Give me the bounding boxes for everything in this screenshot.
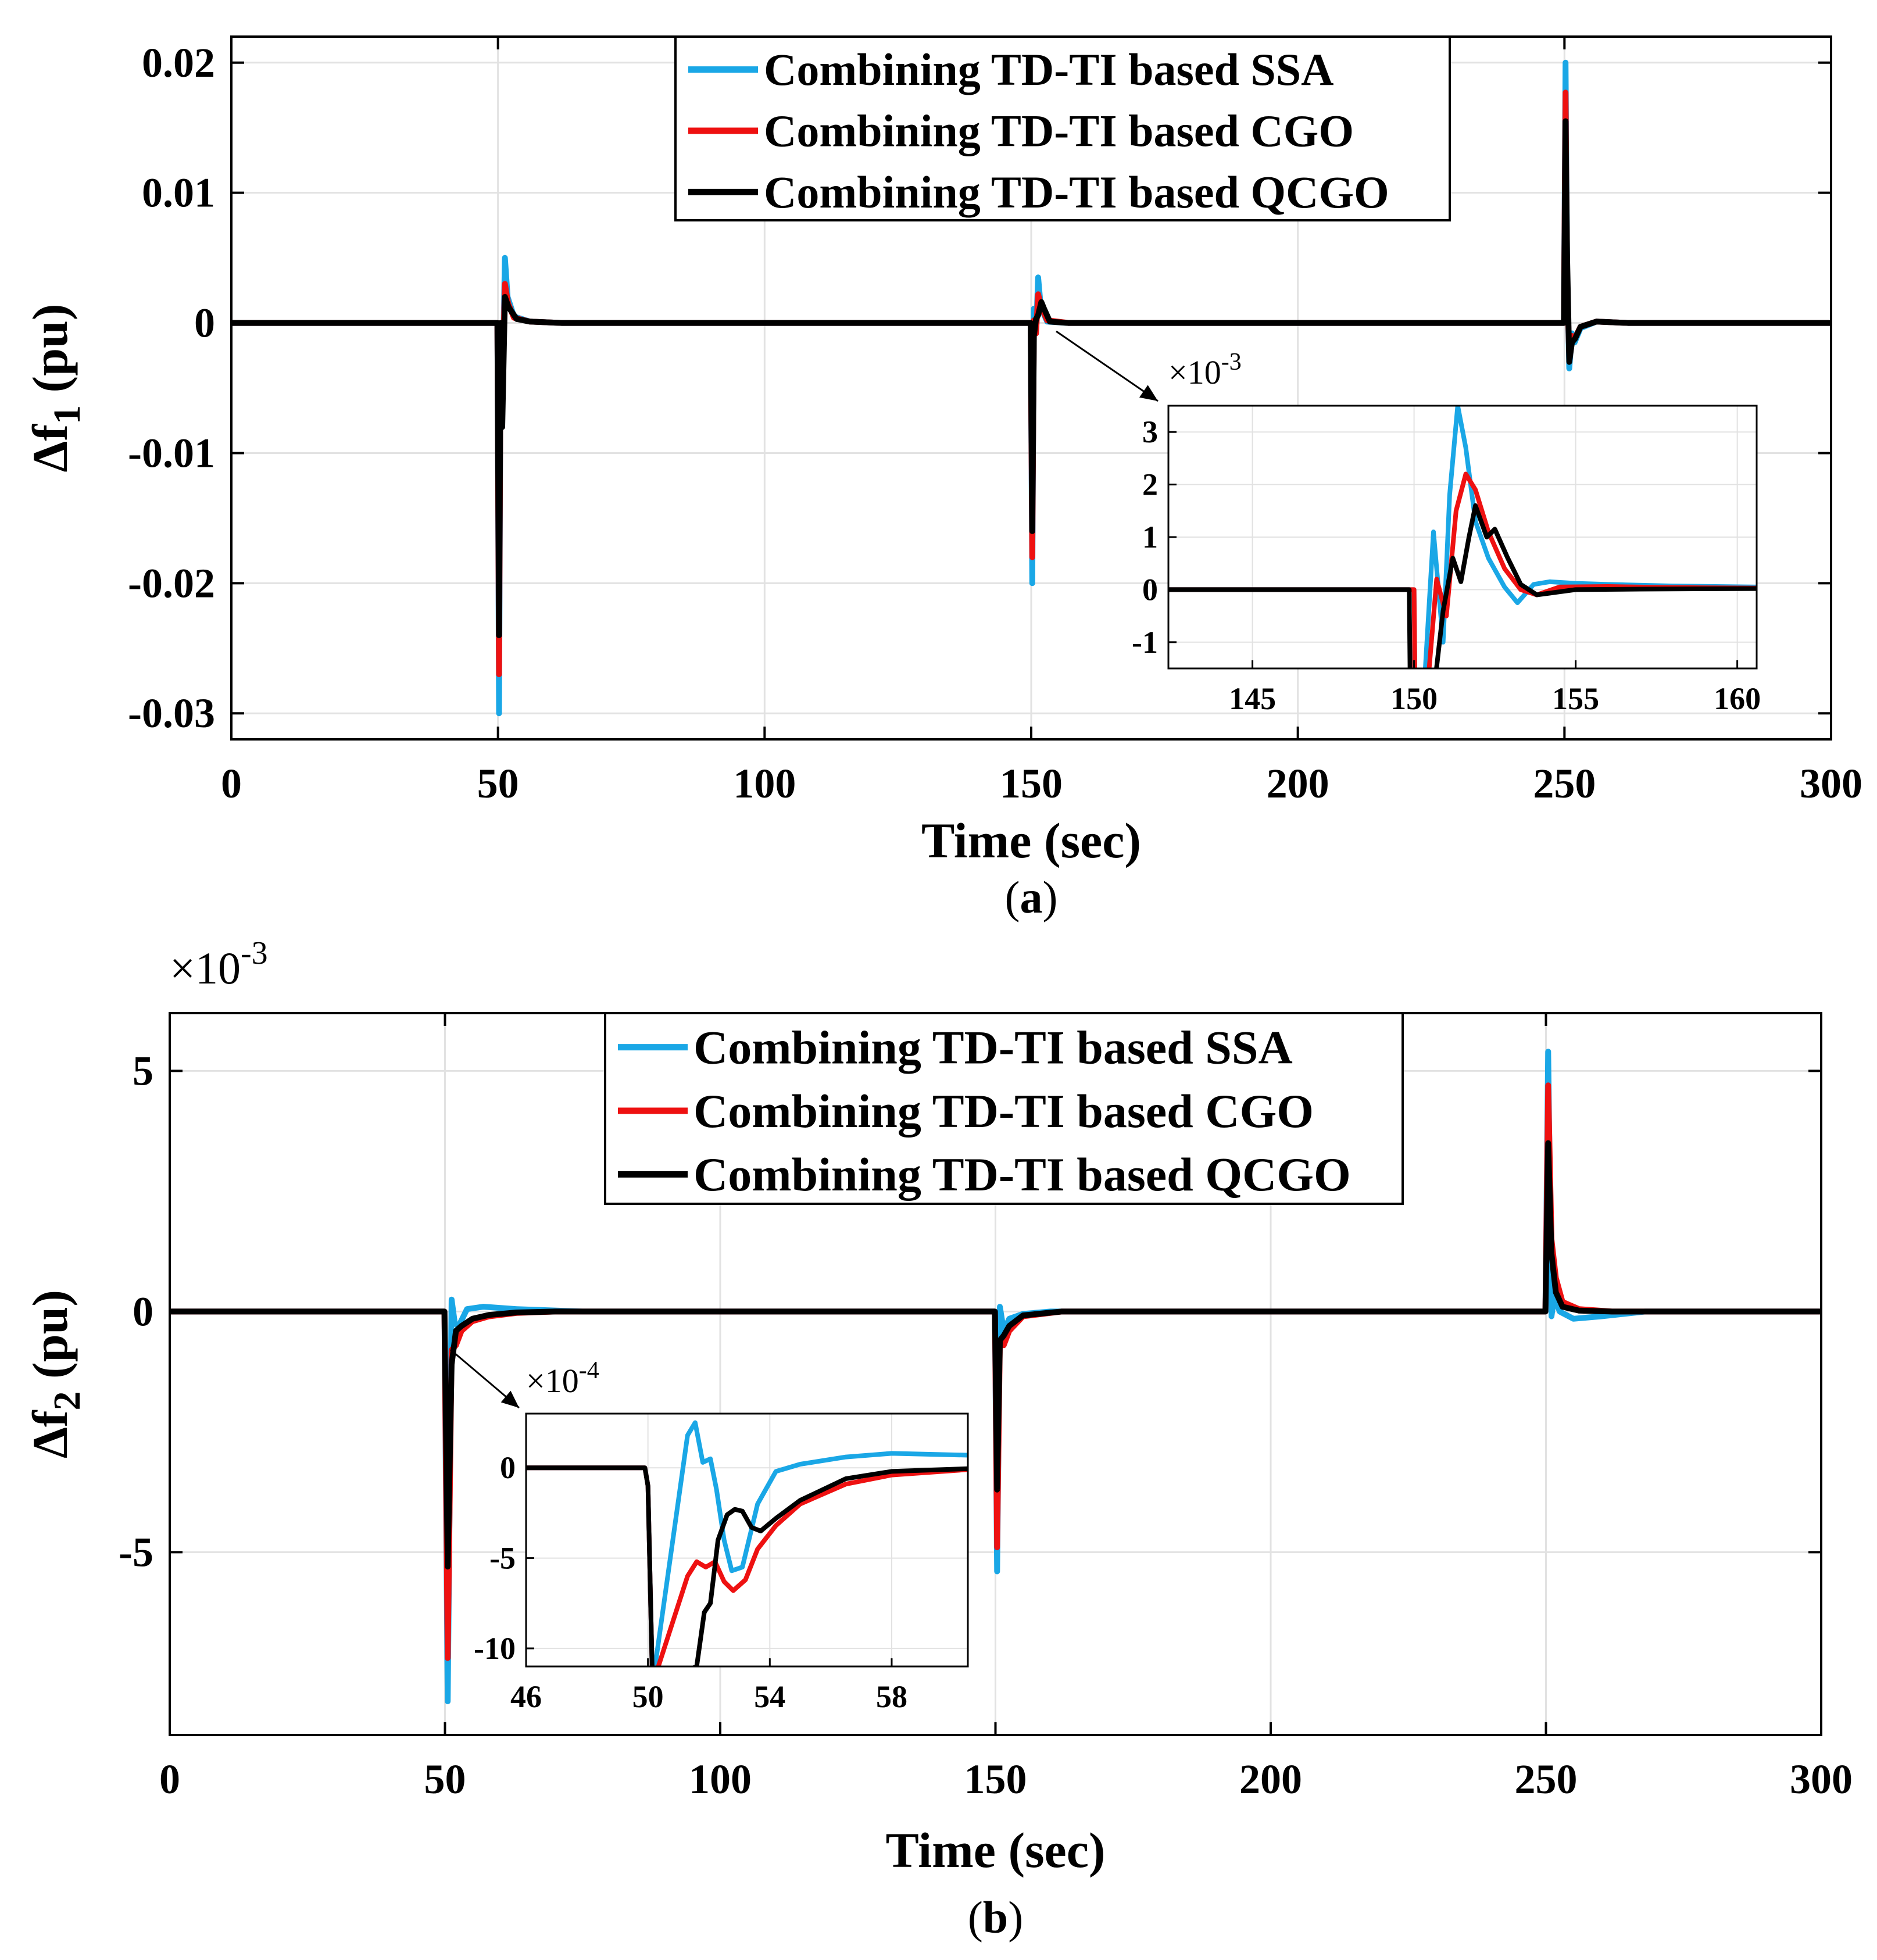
inset-y-tick-label: 2 — [1142, 467, 1158, 502]
x-tick-label: 50 — [424, 1756, 466, 1802]
inset-series-line-qcgo — [1168, 503, 1757, 668]
inset-y-tick-label: 0 — [500, 1450, 516, 1485]
zoom-arrow-head — [1139, 385, 1158, 401]
x-tick-label: 250 — [1515, 1756, 1578, 1802]
inset-plot: 145 150 155 160 -1 0 1 2 3 ×10-3 — [1132, 349, 1761, 716]
inset-y-tick-label: 3 — [1142, 414, 1158, 449]
x-tick-label: 200 — [1267, 760, 1329, 807]
legend: Combining TD-TI based SSA Combining TD-TI… — [674, 35, 1451, 221]
inset-x-tick-label: 46 — [510, 1679, 542, 1714]
y-tick-label: -5 — [119, 1529, 153, 1575]
inset-plot: 46 50 54 58 -10 -5 0 ×10-4 — [474, 1357, 969, 1714]
x-tick-label: 150 — [964, 1756, 1027, 1802]
panel-b: 0 50 100 150 200 250 300 -5 0 5 Time (sec) Δf2 (pu)… — [22, 935, 1853, 1943]
inset-y-tick-label: -5 — [489, 1541, 516, 1576]
zoom-arrow-head — [500, 1390, 519, 1408]
inset-series-line-qcgo — [526, 1465, 968, 1666]
legend-box — [604, 1012, 1404, 1205]
x-tick-label: 100 — [689, 1756, 752, 1802]
y-tick-label: 0.01 — [142, 170, 215, 216]
x-tick-label: 200 — [1239, 1756, 1302, 1802]
inset-series-line-cgo — [1168, 471, 1757, 668]
legend-entry: Combining TD-TI based QCGO — [693, 1148, 1351, 1201]
legend-entry: Combining TD-TI based CGO — [693, 1085, 1314, 1138]
x-tick-label: 300 — [1790, 1756, 1853, 1802]
inset-x-tick-label: 54 — [754, 1679, 785, 1714]
y-tick-label: -0.01 — [128, 430, 215, 476]
legend: Combining TD-TI based SSA Combining TD-TI… — [604, 1012, 1404, 1205]
y-axis-multiplier: ×10-3 — [170, 935, 268, 993]
y-tick-label: 0.02 — [142, 40, 215, 86]
legend-entry: Combining TD-TI based CGO — [764, 106, 1354, 156]
inset-multiplier: ×10-3 — [1168, 349, 1242, 391]
y-tick-label: -0.03 — [128, 690, 215, 736]
panel-label: (b) — [968, 1892, 1023, 1943]
inset-series-line-ssa — [1168, 406, 1757, 668]
x-tick-label: 250 — [1533, 760, 1596, 807]
series-line-qcgo — [170, 1140, 1821, 1570]
y-tick-label: 5 — [133, 1047, 153, 1094]
series-line-qcgo — [231, 118, 1831, 638]
inset-y-tick-label: -1 — [1132, 625, 1158, 660]
inset-x-tick-label: 50 — [632, 1679, 664, 1714]
inset-y-tick-label: 0 — [1142, 572, 1158, 607]
x-tick-label: 300 — [1800, 760, 1862, 807]
x-tick-label: 100 — [733, 760, 796, 807]
inset-x-tick-label: 58 — [876, 1679, 907, 1714]
x-axis-label: Time (sec) — [885, 1822, 1105, 1878]
inset-x-tick-label: 145 — [1229, 681, 1276, 716]
inset-y-tick-label: -10 — [474, 1631, 516, 1666]
series-line-ssa — [170, 1049, 1821, 1704]
y-tick-label: 0 — [194, 300, 215, 346]
legend-entry: Combining TD-TI based SSA — [693, 1021, 1293, 1074]
inset-multiplier: ×10-4 — [526, 1357, 599, 1400]
inset-x-tick-label: 155 — [1552, 681, 1599, 716]
y-axis-label: Δf2 (pu) — [22, 1290, 88, 1458]
x-tick-label: 50 — [477, 760, 519, 807]
legend-entry: Combining TD-TI based QCGO — [764, 167, 1389, 217]
inset-x-tick-label: 160 — [1714, 681, 1761, 716]
y-tick-label: -0.02 — [128, 560, 215, 606]
panel-label: (a) — [1005, 872, 1058, 922]
x-tick-label: 0 — [159, 1756, 180, 1802]
inset-frame — [525, 1412, 969, 1668]
x-axis-label: Time (sec) — [921, 813, 1141, 868]
panel-a: 0 50 100 150 200 250 300 -0.03 -0.02 -0.01 0 0.01 0.… — [22, 35, 1862, 922]
y-axis-label: Δf1 (pu) — [22, 304, 88, 473]
zoom-arrow — [1056, 330, 1159, 402]
legend-box — [674, 35, 1451, 221]
inset-x-tick-label: 150 — [1390, 681, 1438, 716]
y-tick-label: 0 — [133, 1288, 153, 1335]
inset-y-tick-label: 1 — [1142, 520, 1158, 555]
x-tick-label: 150 — [1000, 760, 1063, 807]
x-tick-label: 0 — [221, 760, 242, 807]
legend-entry: Combining TD-TI based SSA — [764, 44, 1333, 95]
